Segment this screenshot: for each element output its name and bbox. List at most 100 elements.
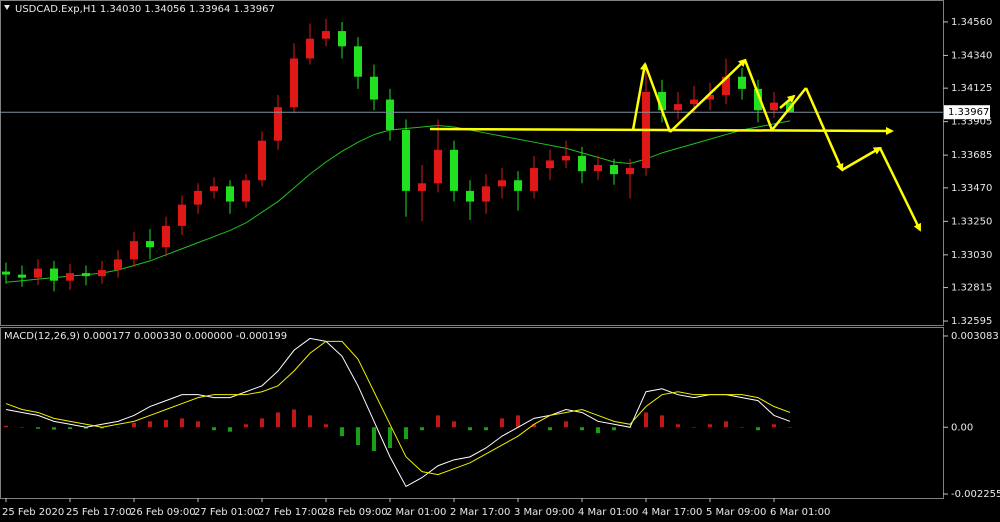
candle-body <box>530 168 538 191</box>
support-line <box>429 126 894 135</box>
current-price-box <box>944 105 990 120</box>
arrow <box>804 87 844 172</box>
histogram-bar <box>68 427 72 430</box>
candle-body <box>546 160 554 169</box>
x-tick-label: 3 Mar 09:00 <box>514 507 574 518</box>
marks: 1.34560 1.34340 1.34125 1.33905 1.33685 1.334… <box>0 17 1000 518</box>
candle-body <box>306 38 314 59</box>
candle-body <box>82 273 90 277</box>
x-tick-label: 2 Mar 17:00 <box>450 507 510 518</box>
candle-body <box>178 204 186 226</box>
histogram-bar <box>788 427 792 428</box>
chart-title: USDCAD.Exp,H1 1.34030 1.34056 1.33964 1.… <box>15 4 275 15</box>
macd-title: MACD(12,26,9) 0.000177 0.000330 0.000000… <box>4 331 287 342</box>
histogram-bar <box>676 424 680 428</box>
arrow <box>631 62 648 131</box>
candle-body <box>722 76 730 96</box>
candle-body <box>242 180 250 202</box>
histogram-bar <box>340 427 344 437</box>
histogram-bar <box>724 421 728 428</box>
histogram-bar <box>116 427 120 428</box>
candle-body <box>610 165 618 175</box>
candle-body <box>386 99 394 131</box>
y-tick-label: 0.00 <box>951 422 973 433</box>
histogram-bar <box>516 415 520 428</box>
x-tick-label: 26 Feb 09:00 <box>130 507 196 518</box>
x-tick-label: 2 Mar 01:00 <box>386 507 446 518</box>
candle-body <box>226 186 234 202</box>
histogram-bar <box>148 421 152 428</box>
histogram-bar <box>596 427 600 434</box>
macd-panel-frame <box>0 327 944 499</box>
arrow <box>841 146 882 172</box>
histogram-bar <box>372 427 376 451</box>
candle-body <box>98 270 106 277</box>
histogram-bar <box>356 427 360 446</box>
x-tick-label: 4 Mar 01:00 <box>578 507 638 518</box>
candle-body <box>706 95 714 100</box>
candle-body <box>514 180 522 191</box>
histogram-bar <box>228 427 232 432</box>
x-tick-label: 25 Feb 2020 <box>2 507 64 518</box>
candle-body <box>754 88 762 111</box>
current-price-label: 1.33967 <box>948 107 989 118</box>
histogram-bar <box>308 415 312 428</box>
histogram-bar <box>580 427 584 431</box>
moving-average <box>5 120 791 283</box>
candle-body <box>194 190 202 205</box>
histogram-bar <box>4 425 8 428</box>
histogram-bar <box>292 409 296 428</box>
candle-body <box>626 168 634 175</box>
histogram-bar <box>740 427 744 428</box>
arrow <box>779 94 796 109</box>
histogram-bar <box>212 427 216 431</box>
candle-body <box>50 268 58 281</box>
histogram-bar <box>100 427 104 429</box>
histogram-bar <box>468 427 472 431</box>
candle-body <box>690 99 698 105</box>
candle-body <box>738 76 746 89</box>
price-panel-frame <box>0 0 944 326</box>
histogram-bar <box>612 427 616 431</box>
candle-body <box>418 183 426 191</box>
y-tick-label: 0.003083 <box>951 331 999 342</box>
arrow <box>669 58 747 133</box>
candle-body <box>450 149 458 191</box>
y-tick-label: -0.002255 <box>951 489 1000 500</box>
candle-body <box>482 186 490 202</box>
arrow <box>643 63 672 133</box>
y-tick-label: 1.33030 <box>951 250 992 261</box>
drawings <box>429 58 922 232</box>
candle-body <box>594 165 602 172</box>
candle-body <box>290 58 298 108</box>
candle-body <box>770 102 778 111</box>
histogram-bar <box>564 421 568 428</box>
candle-body <box>322 31 330 39</box>
x-tick-label: 4 Mar 17:00 <box>642 507 702 518</box>
arrow <box>771 87 807 131</box>
menu-triangle[interactable] <box>4 5 10 10</box>
histogram-bar <box>180 418 184 428</box>
candle-body <box>466 190 474 202</box>
y-tick-label: 1.34340 <box>951 50 992 61</box>
candle-body <box>674 104 682 111</box>
candle-body <box>162 225 170 248</box>
histogram-bar <box>548 427 552 431</box>
histogram-bar <box>36 427 40 429</box>
candle-body <box>434 149 442 184</box>
x-tick-label: 27 Feb 01:00 <box>194 507 260 518</box>
histogram-bar <box>132 422 136 428</box>
histogram-bar <box>772 424 776 428</box>
x-tick-label: 25 Feb 17:00 <box>66 507 132 518</box>
candle-body <box>338 31 346 47</box>
x-tick-label: 27 Feb 17:00 <box>258 507 324 518</box>
histogram-bar <box>532 424 536 428</box>
candle-body <box>578 155 586 172</box>
histogram-bar <box>20 427 24 428</box>
candle-body <box>498 180 506 187</box>
candle-body <box>658 91 666 111</box>
candle-body <box>354 46 362 77</box>
candle-body <box>34 268 42 278</box>
candle-body <box>210 186 218 191</box>
